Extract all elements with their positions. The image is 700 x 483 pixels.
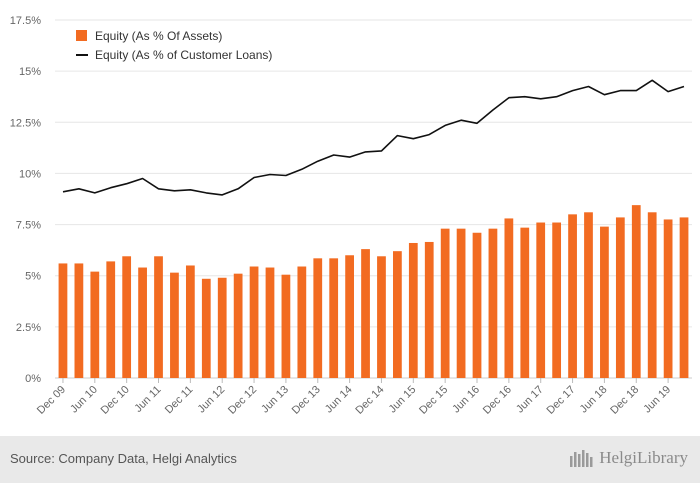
bar: [488, 228, 498, 378]
bar: [217, 277, 227, 378]
y-tick-label: 12.5%: [10, 117, 41, 129]
x-tick-label: Jun 12: [195, 384, 227, 416]
x-tick-label: Dec 09: [35, 384, 68, 417]
bar: [568, 214, 577, 378]
x-tick-label: Jun 13: [259, 384, 291, 416]
legend-label-line: Equity (As % of Customer Loans): [95, 48, 272, 62]
bar: [106, 261, 116, 378]
library-logo-icon: [570, 450, 593, 467]
y-tick-label: 15%: [19, 66, 41, 78]
bar: [90, 271, 100, 378]
bar: [122, 256, 132, 378]
y-tick-label: 17.5%: [10, 15, 41, 27]
source-note: Source: Company Data, Helgi Analytics: [10, 451, 237, 466]
bar: [393, 251, 402, 378]
bar: [552, 222, 562, 378]
brand-name: HelgiLibrary: [599, 448, 688, 467]
chart: 0%2.5%5%7.5%10%12.5%15%17.5% Dec 09 Jun 1…: [10, 15, 692, 417]
x-tick-label: Jun 19: [641, 384, 673, 416]
x-tick-label: Jun 18: [578, 384, 610, 416]
bar: [504, 218, 514, 378]
bar: [520, 227, 530, 378]
bar: [281, 274, 291, 378]
bar: [74, 263, 84, 378]
bar-series: [58, 205, 689, 378]
y-tick-label: 7.5%: [16, 220, 41, 232]
gridlines: [55, 19, 692, 379]
legend-swatch-bar: [76, 30, 87, 41]
bar: [297, 266, 307, 378]
bar: [138, 267, 147, 378]
bar: [424, 241, 434, 378]
bar: [361, 249, 370, 378]
bar: [329, 258, 339, 378]
bar: [249, 266, 259, 378]
x-tick-label: Dec 10: [99, 384, 132, 417]
x-tick-label: Dec 17: [545, 384, 578, 417]
bar: [440, 228, 450, 378]
bar: [584, 212, 593, 378]
bar: [631, 205, 641, 378]
y-axis: 0% 2.5% 5% 7.5% 10% 12.5% 15% 17.5%: [10, 15, 41, 385]
y-tick-label: 10%: [19, 168, 41, 180]
bar: [170, 272, 179, 378]
y-tick-label: 0%: [25, 373, 41, 385]
bar: [201, 278, 211, 378]
bar: [679, 217, 689, 378]
x-tick-label: Jun 10: [68, 384, 100, 416]
bar: [456, 228, 466, 378]
bar: [663, 219, 673, 378]
x-tick-label: Jun 15: [387, 384, 419, 416]
bar: [536, 222, 546, 378]
bar: [600, 226, 609, 378]
y-tick-label: 2.5%: [16, 322, 41, 334]
bar: [345, 255, 354, 378]
line-series: [62, 79, 685, 196]
bar: [647, 212, 657, 378]
footer: Source: Company Data, Helgi Analytics He…: [0, 436, 700, 483]
x-tick-label: Jun 17: [514, 384, 546, 416]
x-tick-label: Jun 11: [132, 384, 163, 415]
x-tick-label: Dec 15: [417, 384, 450, 417]
brand: HelgiLibrary: [569, 448, 688, 468]
legend: Equity (As % Of Assets) Equity (As % of C…: [76, 29, 272, 62]
bar: [185, 265, 195, 378]
bar: [472, 232, 482, 378]
x-tick-label: Dec 11: [163, 384, 196, 417]
x-tick-label: Dec 14: [353, 384, 386, 417]
x-tick-label: Dec 13: [290, 384, 323, 417]
x-tick-label: Dec 18: [608, 384, 641, 417]
line-path: [62, 79, 685, 196]
legend-label-bar: Equity (As % Of Assets): [95, 29, 222, 43]
bar: [377, 256, 386, 378]
bar: [313, 258, 323, 378]
x-tick-label: Dec 12: [226, 384, 259, 417]
bar: [154, 256, 163, 378]
x-tick-label: Jun 16: [450, 384, 482, 416]
bar: [233, 273, 243, 378]
bar: [58, 263, 68, 378]
bar: [265, 267, 275, 378]
bar: [408, 242, 418, 378]
x-tick-label: Jun 14: [323, 384, 355, 416]
bar: [615, 217, 625, 378]
x-tick-label: Dec 16: [481, 384, 514, 417]
y-tick-label: 5%: [25, 271, 41, 283]
